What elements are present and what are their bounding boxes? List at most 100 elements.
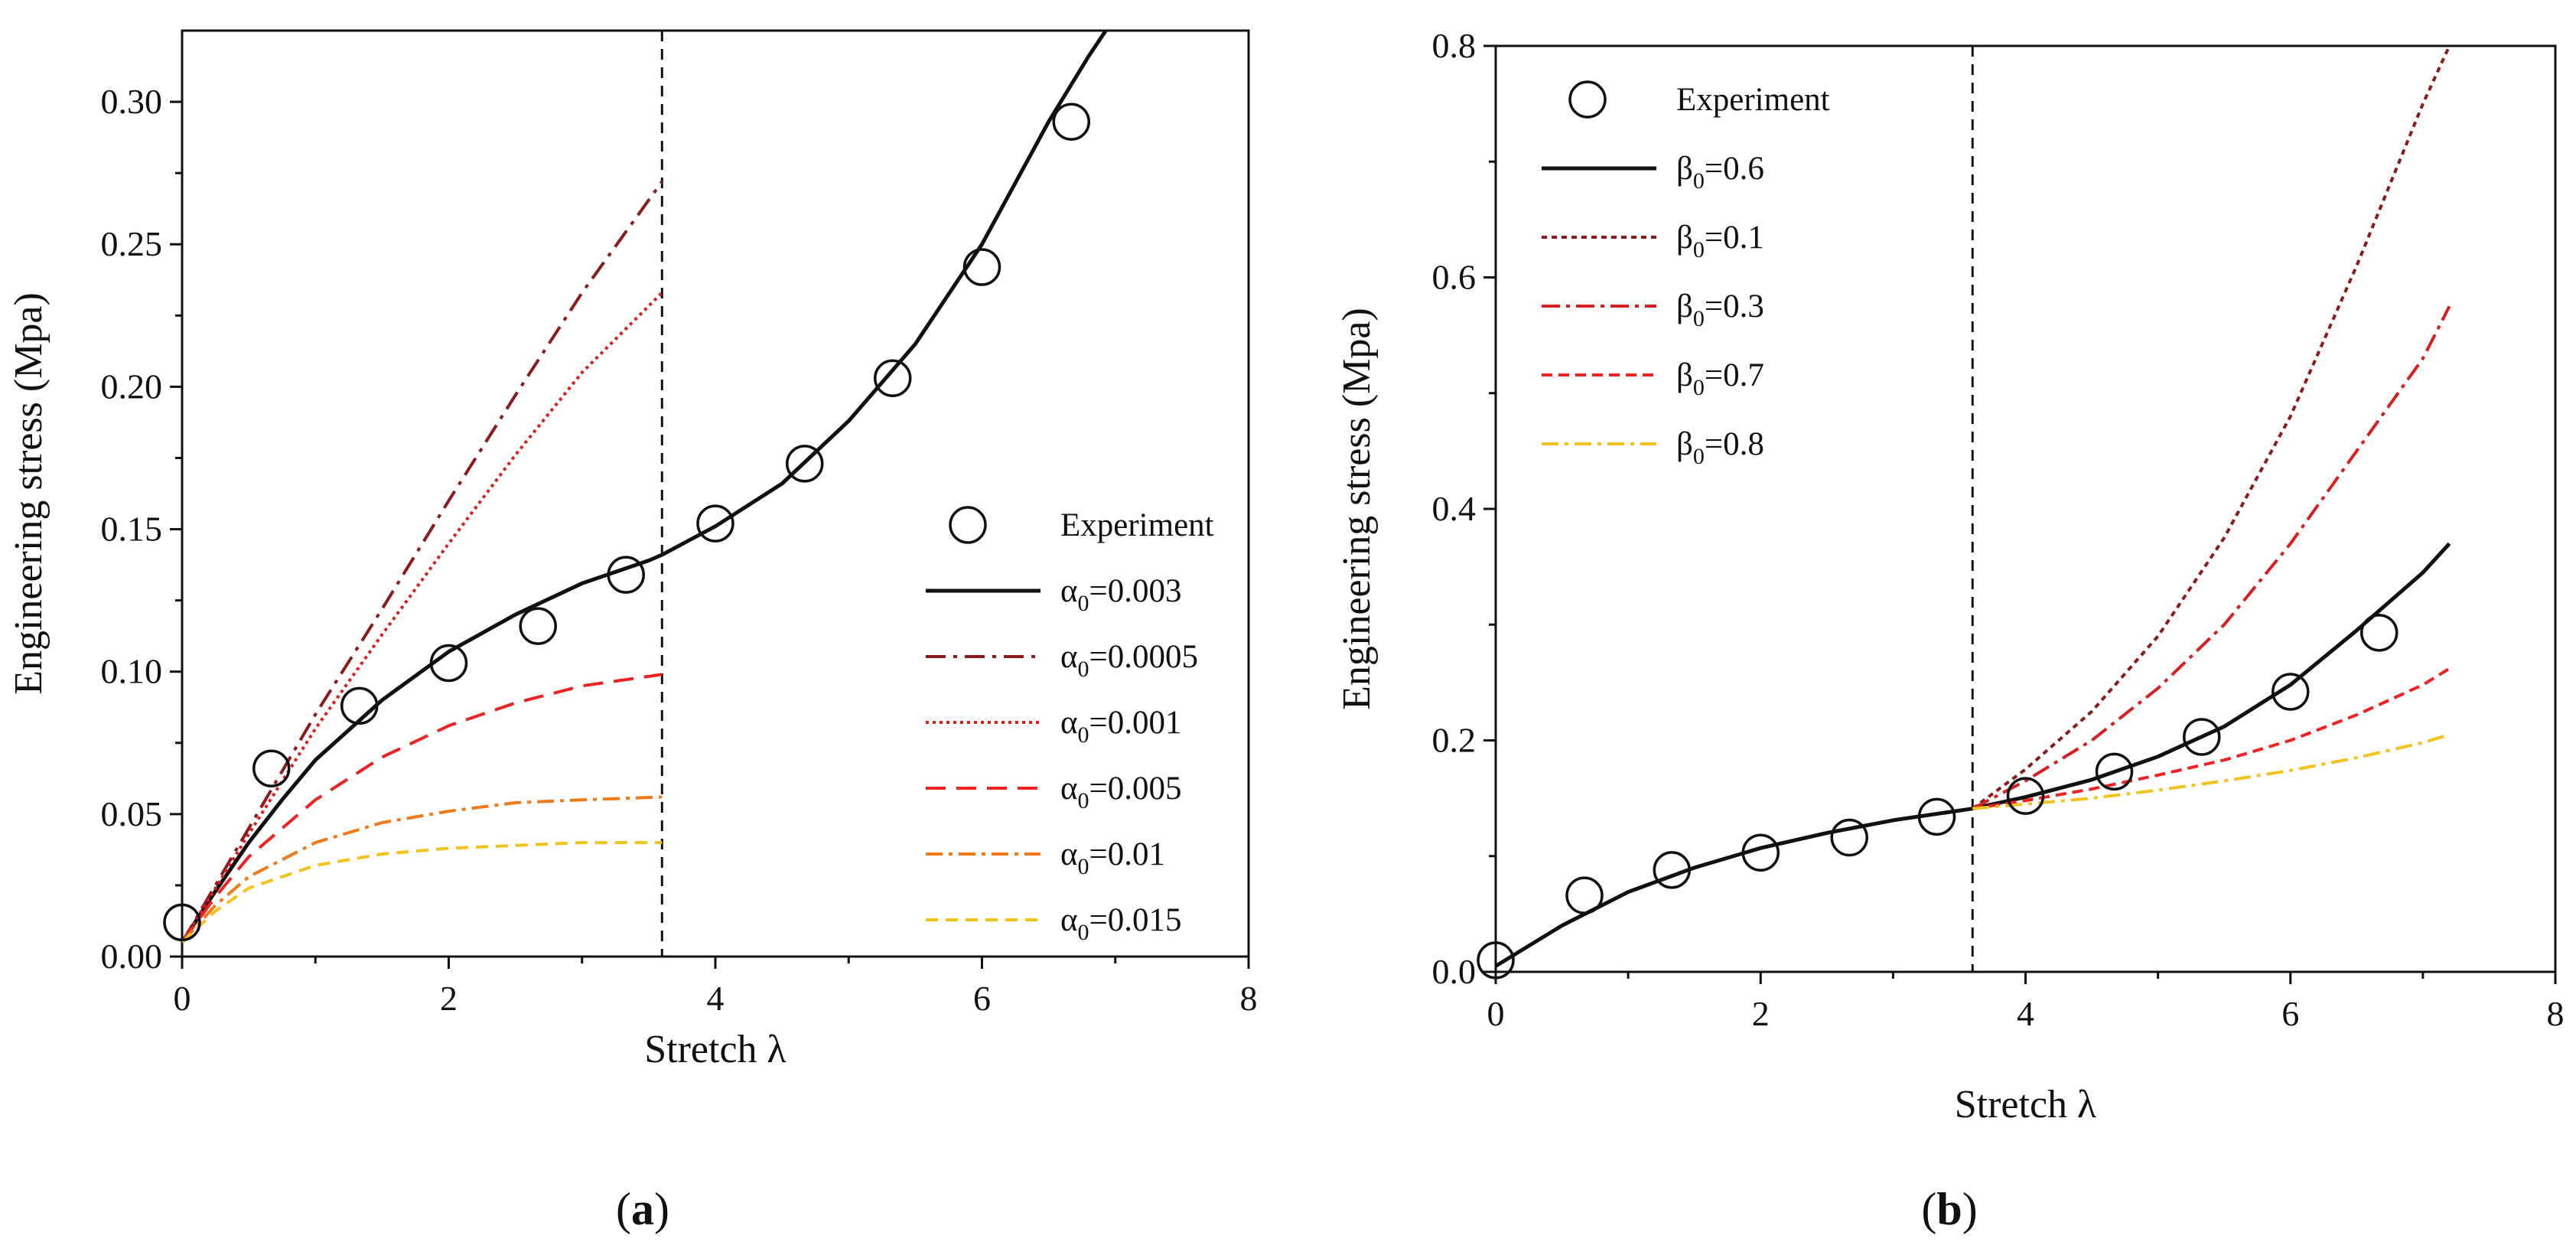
x-tick-label: 8: [1240, 979, 1258, 1018]
series-line-1: [182, 181, 663, 944]
series-line-4: [182, 795, 663, 944]
legend-label-4: β0=0.8: [1676, 426, 1764, 469]
legend-label-greek: α: [1060, 705, 1078, 741]
x-tick-label: 0: [1487, 994, 1505, 1033]
legend-label-greek: α: [1060, 573, 1078, 609]
legend-experiment-label: Experiment: [1676, 82, 1830, 118]
experiment-point: [874, 359, 912, 397]
series-line-0: [182, 31, 1109, 944]
x-tick-label: 6: [2281, 994, 2299, 1033]
legend-label-sub: 0: [1078, 591, 1089, 616]
experiment-point: [2095, 752, 2134, 791]
legend-label-greek: β: [1676, 151, 1693, 187]
legend-label-1: α0=0.0005: [1060, 639, 1198, 682]
legend-label-3: β0=0.7: [1676, 357, 1764, 400]
x-tick-label: 6: [973, 979, 991, 1018]
experiment-point: [2006, 777, 2045, 815]
series-line-4: [1972, 732, 2451, 810]
legend-label-value: =0.0005: [1089, 639, 1199, 675]
legend-label-sub: 0: [1078, 788, 1089, 813]
series-line-2: [1972, 305, 2451, 810]
legend-label-greek: α: [1060, 771, 1078, 807]
series-line-1: [1972, 46, 2451, 810]
experiment-point: [2272, 673, 2310, 711]
y-tick-label: 0.15: [101, 510, 163, 549]
legend-label-sub: 0: [1693, 168, 1705, 194]
legend-label-value: =0.1: [1705, 220, 1764, 256]
legend-label-sub: 0: [1078, 854, 1089, 879]
experiment-point: [1830, 818, 1868, 857]
legend-label-value: =0.6: [1705, 151, 1764, 187]
y-tick-label: 0.4: [1432, 489, 1477, 528]
plot-frame: [181, 29, 1250, 958]
experiment-point: [163, 903, 201, 942]
y-tick-label: 0.8: [1432, 26, 1477, 65]
series-line-3: [182, 673, 663, 944]
legend-label-greek: β: [1676, 288, 1693, 324]
legend-label-greek: β: [1676, 426, 1693, 462]
experiment-point: [1741, 833, 1780, 872]
legend-label-0: β0=0.6: [1676, 151, 1764, 194]
experiment-point: [2359, 614, 2399, 652]
series-line-2: [182, 292, 663, 944]
y-tick-label: 0.6: [1432, 258, 1477, 297]
panel-b-chart: 0 2 4 6 8 0.0 0.2 0.4 0.6 0.8 Stretch λ Engineering…: [1335, 26, 2565, 1234]
experiment-point: [2183, 718, 2221, 756]
panel-caption-paren: (: [616, 1184, 631, 1234]
legend-label-1: β0=0.1: [1676, 220, 1764, 262]
x-tick-label: 4: [2017, 994, 2034, 1033]
experiment-point: [1477, 941, 1515, 980]
legend-label-greek: β: [1676, 357, 1693, 393]
series-line-0: [1496, 542, 2451, 968]
panel-caption-letter: b: [1936, 1184, 1962, 1234]
experiment-point: [252, 749, 291, 788]
experiment-point: [1052, 103, 1090, 141]
plot-frame: [1494, 44, 2557, 973]
legend-label-value: =0.01: [1089, 836, 1166, 872]
experiment-point: [1917, 797, 1956, 836]
y-axis-title: Engineering stress (Mpa): [1335, 308, 1379, 710]
legend-label-value: =0.8: [1705, 426, 1764, 462]
experiment-point: [340, 686, 379, 725]
panel-caption-paren: ): [654, 1184, 669, 1234]
legend-label-sub: 0: [1078, 657, 1089, 682]
panel-caption: (b): [1921, 1184, 1977, 1234]
legend-experiment-marker: [1568, 80, 1607, 119]
legend-label-greek: α: [1060, 902, 1078, 938]
legend-label-greek: α: [1060, 836, 1078, 872]
legend-label-sub: 0: [1078, 920, 1089, 945]
plot-area: [1496, 46, 2451, 968]
legend-label-sub: 0: [1078, 722, 1089, 748]
panel-a-chart: 0 2 4 6 8 0.00 0.05 0.10 0.15 0.20 0.25 0.30 Stretch…: [7, 29, 1258, 1234]
y-tick-label: 0.0: [1432, 952, 1477, 991]
y-tick-label: 0.30: [101, 82, 163, 121]
series-line-3: [1972, 667, 2451, 810]
panel-caption-paren: ): [1962, 1184, 1978, 1234]
legend-label-2: β0=0.3: [1676, 288, 1764, 331]
x-tick-label: 4: [707, 979, 725, 1018]
legend-label-greek: α: [1060, 639, 1078, 675]
legend-label-value: =0.005: [1089, 771, 1182, 807]
panel-caption-paren: (: [1921, 1184, 1936, 1234]
y-tick-label: 0.25: [101, 224, 163, 263]
legend-label-5: α0=0.015: [1060, 902, 1182, 945]
legend: Experimentα0=0.003α0=0.0005α0=0.001α0=0.…: [926, 506, 1214, 945]
legend-label-sub: 0: [1693, 306, 1705, 331]
panel-caption: (a): [616, 1184, 669, 1234]
x-axis-title: Stretch λ: [644, 1028, 786, 1071]
x-tick-label: 8: [2547, 994, 2565, 1033]
legend-label-2: α0=0.001: [1060, 705, 1182, 748]
y-axis-title: Engineering stress (Mpa): [7, 292, 50, 695]
legend-label-4: α0=0.01: [1060, 836, 1165, 879]
legend-label-value: =0.015: [1089, 902, 1182, 938]
experiment-point: [785, 445, 824, 483]
panel-caption-letter: a: [631, 1184, 654, 1234]
legend-label-3: α0=0.005: [1060, 771, 1182, 813]
legend-experiment-label: Experiment: [1060, 507, 1214, 543]
plot-area: [182, 31, 1109, 944]
x-tick-label: 2: [440, 979, 458, 1018]
y-tick-label: 0.20: [101, 367, 163, 406]
series-line-5: [182, 841, 663, 944]
